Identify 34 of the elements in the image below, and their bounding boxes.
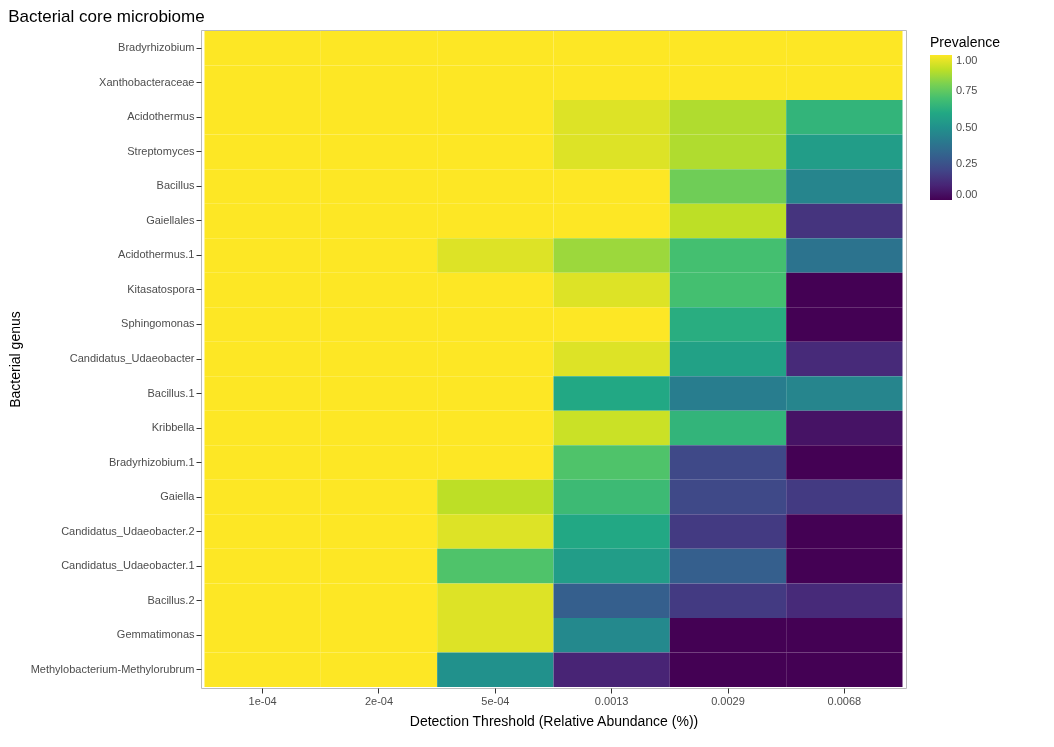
y-tick-label: Kitasatospora (127, 282, 196, 295)
color-bar-label: 0.25 (956, 156, 978, 169)
y-tick-label: Acidothermus (127, 110, 195, 123)
color-bar-label: 1.00 (956, 54, 978, 66)
x-tick-label: 2e-04 (364, 694, 394, 707)
y-tick-label: Candidatus_Udaeobacter.1 (61, 559, 195, 572)
y-tick-label: Candidatus_Udaeobacter (69, 352, 195, 364)
y-tick-label: Bacillus (156, 179, 195, 192)
color-bar-label: 0.00 (956, 188, 978, 200)
x-tick-label: 5e-04 (481, 694, 510, 707)
x-tick-label: 0.0029 (711, 694, 745, 707)
y-tick-label: Methylobacterium-Methylorubrum (30, 662, 195, 675)
y-tick-label: Acidothermus.1 (118, 248, 195, 261)
x-tick-label: 0.0068 (827, 694, 862, 707)
y-tick-label: Xanthobacteraceae (99, 75, 195, 88)
chart-title: Bacterial core microbiome (8, 7, 205, 26)
y-tick-label: Sphingomonas (121, 317, 195, 330)
y-tick-label: Kribbella (151, 421, 196, 434)
x-tick-label: 0.0013 (594, 694, 629, 707)
y-tick-label: Bacillus.2 (147, 593, 195, 606)
color-bar-label: 0.50 (956, 120, 978, 133)
color-bar-title: Prevalence (930, 34, 1001, 50)
y-tick-label: Gemmatimonas (116, 628, 195, 641)
x-axis-title: Detection Threshold (Relative Abundance (%)) (409, 712, 699, 729)
y-tick-label: Streptomyces (127, 144, 195, 157)
y-tick-label: Bradyrhizobium.1 (108, 455, 195, 468)
x-tick-label: 1e-04 (248, 694, 277, 707)
color-bar-label: 0.75 (956, 84, 978, 97)
y-tick-label: Bradyrhizobium (118, 41, 195, 54)
y-tick-label: Bacillus.1 (147, 386, 195, 399)
y-tick-label: Candidatus_Udaeobacter.2 (61, 524, 195, 537)
y-axis-title: Bacterial genus (6, 311, 23, 408)
y-tick-label: Gaiella (160, 490, 196, 503)
y-tick-label: Gaiellales (146, 213, 195, 226)
